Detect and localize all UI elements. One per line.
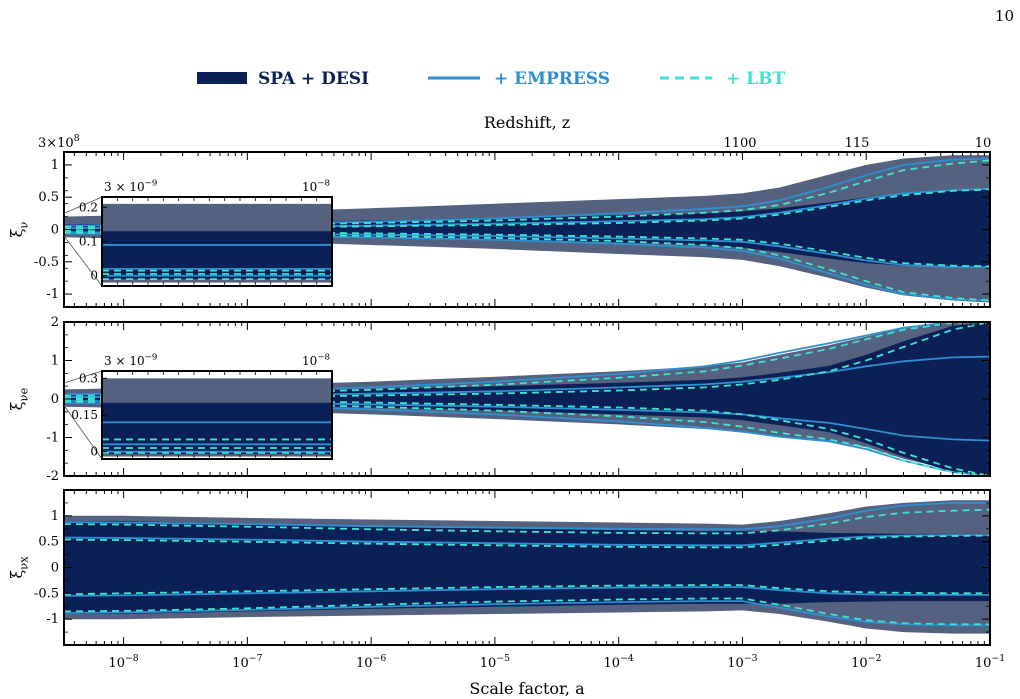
- y-axis-label-group: ξνe: [7, 388, 31, 411]
- x-axis-title: Scale factor, a: [469, 679, 585, 698]
- inset-y-tick-label: 0.2: [79, 200, 98, 214]
- y-tick-label: -1: [46, 612, 59, 627]
- empress-line: [64, 586, 990, 597]
- x-tick-label: 10−2: [851, 653, 881, 671]
- y-tick-label: 0: [51, 392, 59, 407]
- inner-band: [64, 322, 990, 476]
- inset-x-tick-label: 10−8: [302, 353, 330, 368]
- lbt-line: [64, 584, 990, 596]
- inset-connector: [63, 405, 103, 460]
- inset-connector: [63, 235, 103, 287]
- y-tick-label: 0: [51, 223, 59, 238]
- inner-band: [64, 188, 990, 267]
- y-tick-label: -2: [46, 469, 59, 484]
- panel-3: 1 0.5 0 -0.5 -1 ξνx 10−8 10−7 10−6 10−5 10−4 10−3 10…: [7, 489, 1005, 698]
- inset-y-tick-label: 0: [90, 445, 98, 459]
- x-tick-label: 10−1: [975, 653, 1005, 671]
- top-axis-title: Redshift, z: [484, 113, 570, 132]
- inset-y-tick-label: 0.3: [79, 371, 98, 385]
- panel-plot-area: [64, 500, 990, 634]
- x-tick-label: 10−6: [356, 653, 386, 671]
- y-tick-label: -1: [46, 431, 59, 446]
- y-tick-label: 0.5: [38, 535, 59, 550]
- inset-connector: [63, 370, 103, 384]
- legend-label: + EMPRESS: [494, 69, 610, 89]
- lbt-line: [64, 508, 990, 535]
- page-number: 10: [994, 7, 1014, 25]
- panel-2: 2 1 0 -1 -2 ξνe 3 × 10−9 10−8 0.3 0.15 0: [7, 315, 991, 484]
- inset-connector: [63, 196, 103, 214]
- inner-band: [64, 521, 990, 614]
- y-tick-label: 0: [51, 561, 59, 576]
- y-tick-label: -1: [46, 287, 59, 302]
- empress-line: [64, 600, 990, 627]
- legend-label: SPA + DESI: [258, 69, 369, 89]
- y-tick-label: 1: [51, 354, 59, 369]
- top-axis: Redshift, z 3×108 1100 115 10: [38, 113, 991, 151]
- empress-line: [64, 502, 990, 531]
- inset: 3 × 10−9 10−8 0.2 0.1 0: [63, 179, 333, 287]
- y-axis-label-group: ξν: [7, 222, 31, 238]
- y-tick-label: -0.5: [34, 586, 59, 601]
- inset-y-tick-label: 0: [90, 269, 98, 283]
- x-tick-label: 10−8: [108, 653, 138, 671]
- top-axis-tick-label: 10: [975, 136, 992, 151]
- inset-inner-band: [102, 402, 332, 455]
- lbt-line: [64, 534, 990, 549]
- x-tick-label: 10−4: [604, 653, 634, 671]
- top-axis-tick-label: 115: [845, 136, 870, 151]
- inset-y-tick-label: 0.15: [71, 408, 98, 422]
- x-tick-label: 10−7: [232, 653, 262, 671]
- inset-inner-band: [102, 231, 332, 280]
- y-tick-label: 1: [51, 509, 59, 524]
- legend-swatch-band: [197, 72, 247, 84]
- empress-line: [64, 534, 990, 547]
- legend: SPA + DESI + EMPRESS + LBT: [197, 69, 785, 89]
- y-axis-label: ξνe: [7, 388, 31, 411]
- panel-1: 1 0.5 0 -0.5 -1 ξν 3 × 10−9 10−8 0.2 0.1 0: [7, 151, 991, 308]
- y-tick-label: 2: [51, 315, 59, 330]
- legend-label: + LBT: [726, 69, 785, 89]
- x-tick-label: 10−5: [480, 653, 510, 671]
- inset-x-tick-label: 3 × 10−9: [104, 353, 157, 368]
- inset: 3 × 10−9 10−8 0.3 0.15 0: [63, 353, 333, 460]
- top-axis-tick-label: 1100: [723, 136, 756, 151]
- y-axis-label: ξνx: [7, 556, 31, 579]
- y-tick-label: -0.5: [34, 255, 59, 270]
- y-tick-label: 0.5: [38, 190, 59, 205]
- inset-x-tick-label: 10−8: [302, 179, 330, 194]
- x-tick-label: 10−3: [727, 653, 757, 671]
- top-axis-tick-label: 3×108: [38, 133, 80, 151]
- lbt-line: [64, 597, 990, 626]
- y-axis-label: ξν: [7, 222, 31, 238]
- y-tick-label: 1: [51, 158, 59, 173]
- inset-x-tick-label: 3 × 10−9: [104, 179, 157, 194]
- inset-y-tick-label: 0.1: [79, 235, 98, 249]
- y-axis-label-group: ξνx: [7, 556, 31, 579]
